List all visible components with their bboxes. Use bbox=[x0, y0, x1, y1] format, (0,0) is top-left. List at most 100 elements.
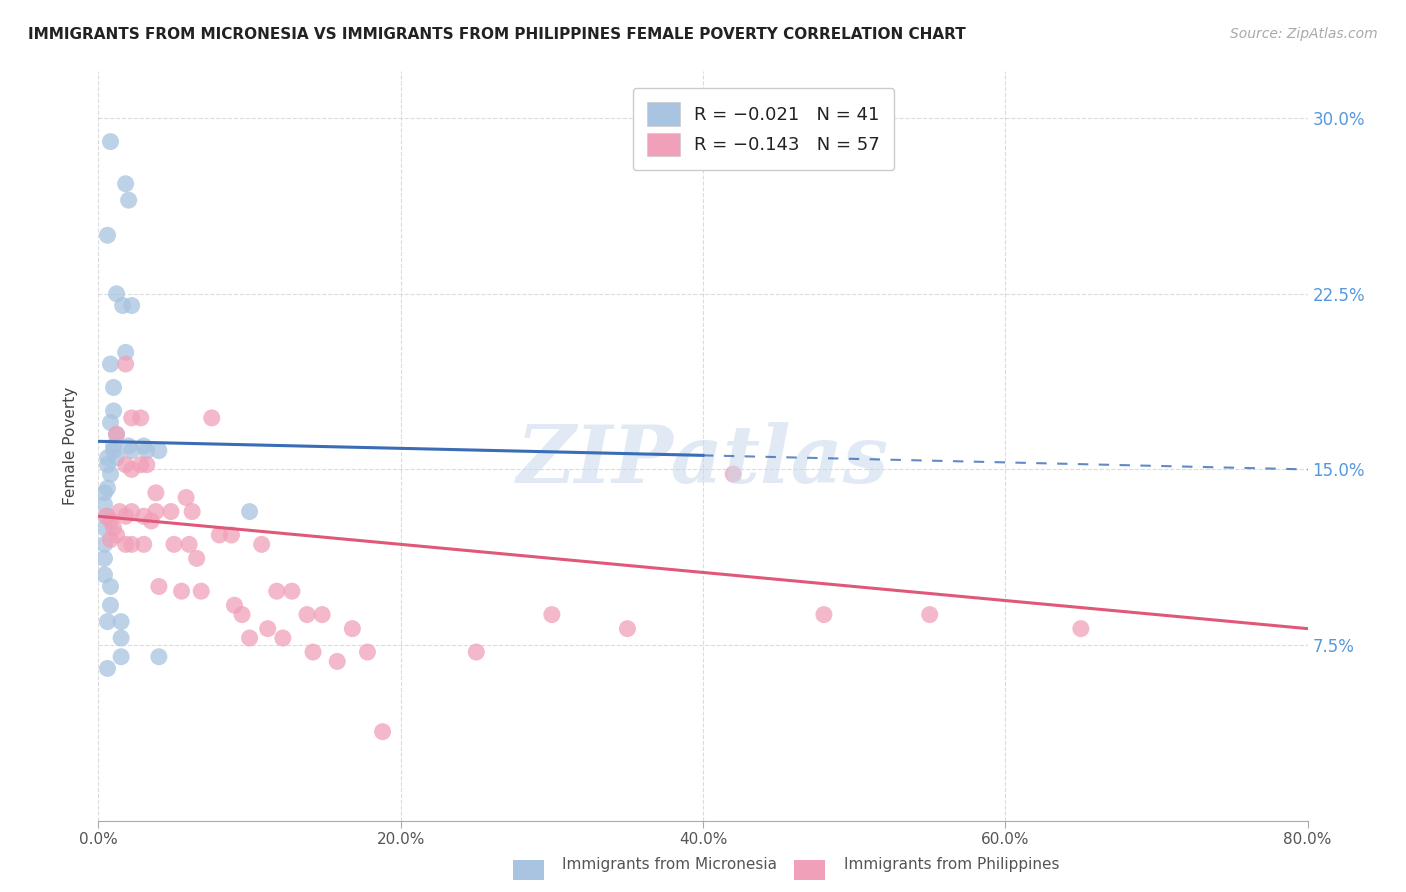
Point bbox=[105, 427, 128, 442]
Point bbox=[105, 427, 128, 442]
Point bbox=[302, 645, 325, 659]
Point bbox=[616, 622, 638, 636]
Point bbox=[326, 655, 349, 669]
Point bbox=[111, 298, 134, 313]
Point bbox=[295, 607, 318, 622]
Point bbox=[100, 416, 122, 430]
Point bbox=[201, 411, 224, 425]
Point bbox=[114, 458, 136, 472]
Point bbox=[148, 580, 170, 594]
Point bbox=[250, 537, 273, 551]
Point bbox=[148, 443, 170, 458]
Point bbox=[918, 607, 941, 622]
Point bbox=[160, 505, 183, 519]
Point bbox=[100, 467, 122, 482]
Point bbox=[239, 631, 262, 645]
Point bbox=[114, 509, 136, 524]
Point bbox=[121, 298, 143, 313]
Point bbox=[141, 514, 163, 528]
Point bbox=[108, 505, 131, 519]
Point bbox=[371, 724, 394, 739]
Point bbox=[311, 607, 333, 622]
Point bbox=[145, 485, 167, 500]
Point bbox=[135, 458, 157, 472]
Point bbox=[114, 177, 136, 191]
Point bbox=[1070, 622, 1092, 636]
Text: Immigrants from Micronesia: Immigrants from Micronesia bbox=[562, 857, 778, 872]
Text: Source: ZipAtlas.com: Source: ZipAtlas.com bbox=[1230, 27, 1378, 41]
Point bbox=[93, 521, 115, 535]
Point bbox=[181, 505, 204, 519]
Point bbox=[93, 567, 115, 582]
Point bbox=[96, 458, 118, 472]
Point bbox=[121, 411, 143, 425]
Point bbox=[96, 450, 118, 465]
Point bbox=[465, 645, 488, 659]
Point bbox=[96, 481, 118, 495]
Point bbox=[239, 505, 262, 519]
Point bbox=[271, 631, 294, 645]
Point bbox=[132, 439, 155, 453]
Point bbox=[105, 286, 128, 301]
Point bbox=[145, 505, 167, 519]
Point bbox=[100, 357, 122, 371]
Point bbox=[105, 450, 128, 465]
Point bbox=[190, 584, 212, 599]
Point bbox=[93, 485, 115, 500]
Point bbox=[208, 528, 231, 542]
Point bbox=[813, 607, 835, 622]
Point bbox=[103, 521, 125, 535]
Point bbox=[100, 514, 122, 528]
Point bbox=[110, 649, 132, 664]
Point bbox=[281, 584, 304, 599]
Point bbox=[93, 551, 115, 566]
Point bbox=[110, 615, 132, 629]
Point bbox=[129, 458, 152, 472]
Point bbox=[96, 615, 118, 629]
Point bbox=[121, 443, 143, 458]
Point bbox=[110, 631, 132, 645]
Point bbox=[96, 509, 118, 524]
Y-axis label: Female Poverty: Female Poverty bbox=[63, 387, 77, 505]
Point bbox=[114, 345, 136, 359]
Point bbox=[132, 509, 155, 524]
Text: IMMIGRANTS FROM MICRONESIA VS IMMIGRANTS FROM PHILIPPINES FEMALE POVERTY CORRELA: IMMIGRANTS FROM MICRONESIA VS IMMIGRANTS… bbox=[28, 27, 966, 42]
Point bbox=[100, 135, 122, 149]
Point bbox=[114, 357, 136, 371]
Point bbox=[93, 498, 115, 512]
Point bbox=[121, 505, 143, 519]
Legend: R = −0.021   N = 41, R = −0.143   N = 57: R = −0.021 N = 41, R = −0.143 N = 57 bbox=[633, 88, 894, 170]
Text: ZIPatlas: ZIPatlas bbox=[517, 422, 889, 500]
Point bbox=[356, 645, 378, 659]
Point bbox=[186, 551, 208, 566]
Point bbox=[148, 649, 170, 664]
Point bbox=[100, 599, 122, 613]
Point bbox=[179, 537, 201, 551]
Point bbox=[105, 528, 128, 542]
Point bbox=[103, 443, 125, 458]
Point bbox=[100, 533, 122, 547]
Point bbox=[266, 584, 288, 599]
Point bbox=[103, 380, 125, 394]
Point bbox=[540, 607, 562, 622]
Point bbox=[256, 622, 278, 636]
Point bbox=[231, 607, 253, 622]
Point bbox=[135, 443, 157, 458]
Point bbox=[121, 537, 143, 551]
Point bbox=[93, 537, 115, 551]
Point bbox=[103, 439, 125, 453]
Point bbox=[170, 584, 193, 599]
Text: Immigrants from Philippines: Immigrants from Philippines bbox=[844, 857, 1059, 872]
Point bbox=[114, 537, 136, 551]
Point bbox=[723, 467, 745, 482]
Point bbox=[224, 599, 246, 613]
Point bbox=[118, 439, 141, 453]
Point bbox=[342, 622, 364, 636]
Point bbox=[96, 661, 118, 675]
Point bbox=[118, 193, 141, 207]
Point bbox=[103, 404, 125, 418]
Point bbox=[94, 509, 117, 524]
Point bbox=[129, 411, 152, 425]
Point bbox=[100, 580, 122, 594]
Point bbox=[174, 491, 197, 505]
